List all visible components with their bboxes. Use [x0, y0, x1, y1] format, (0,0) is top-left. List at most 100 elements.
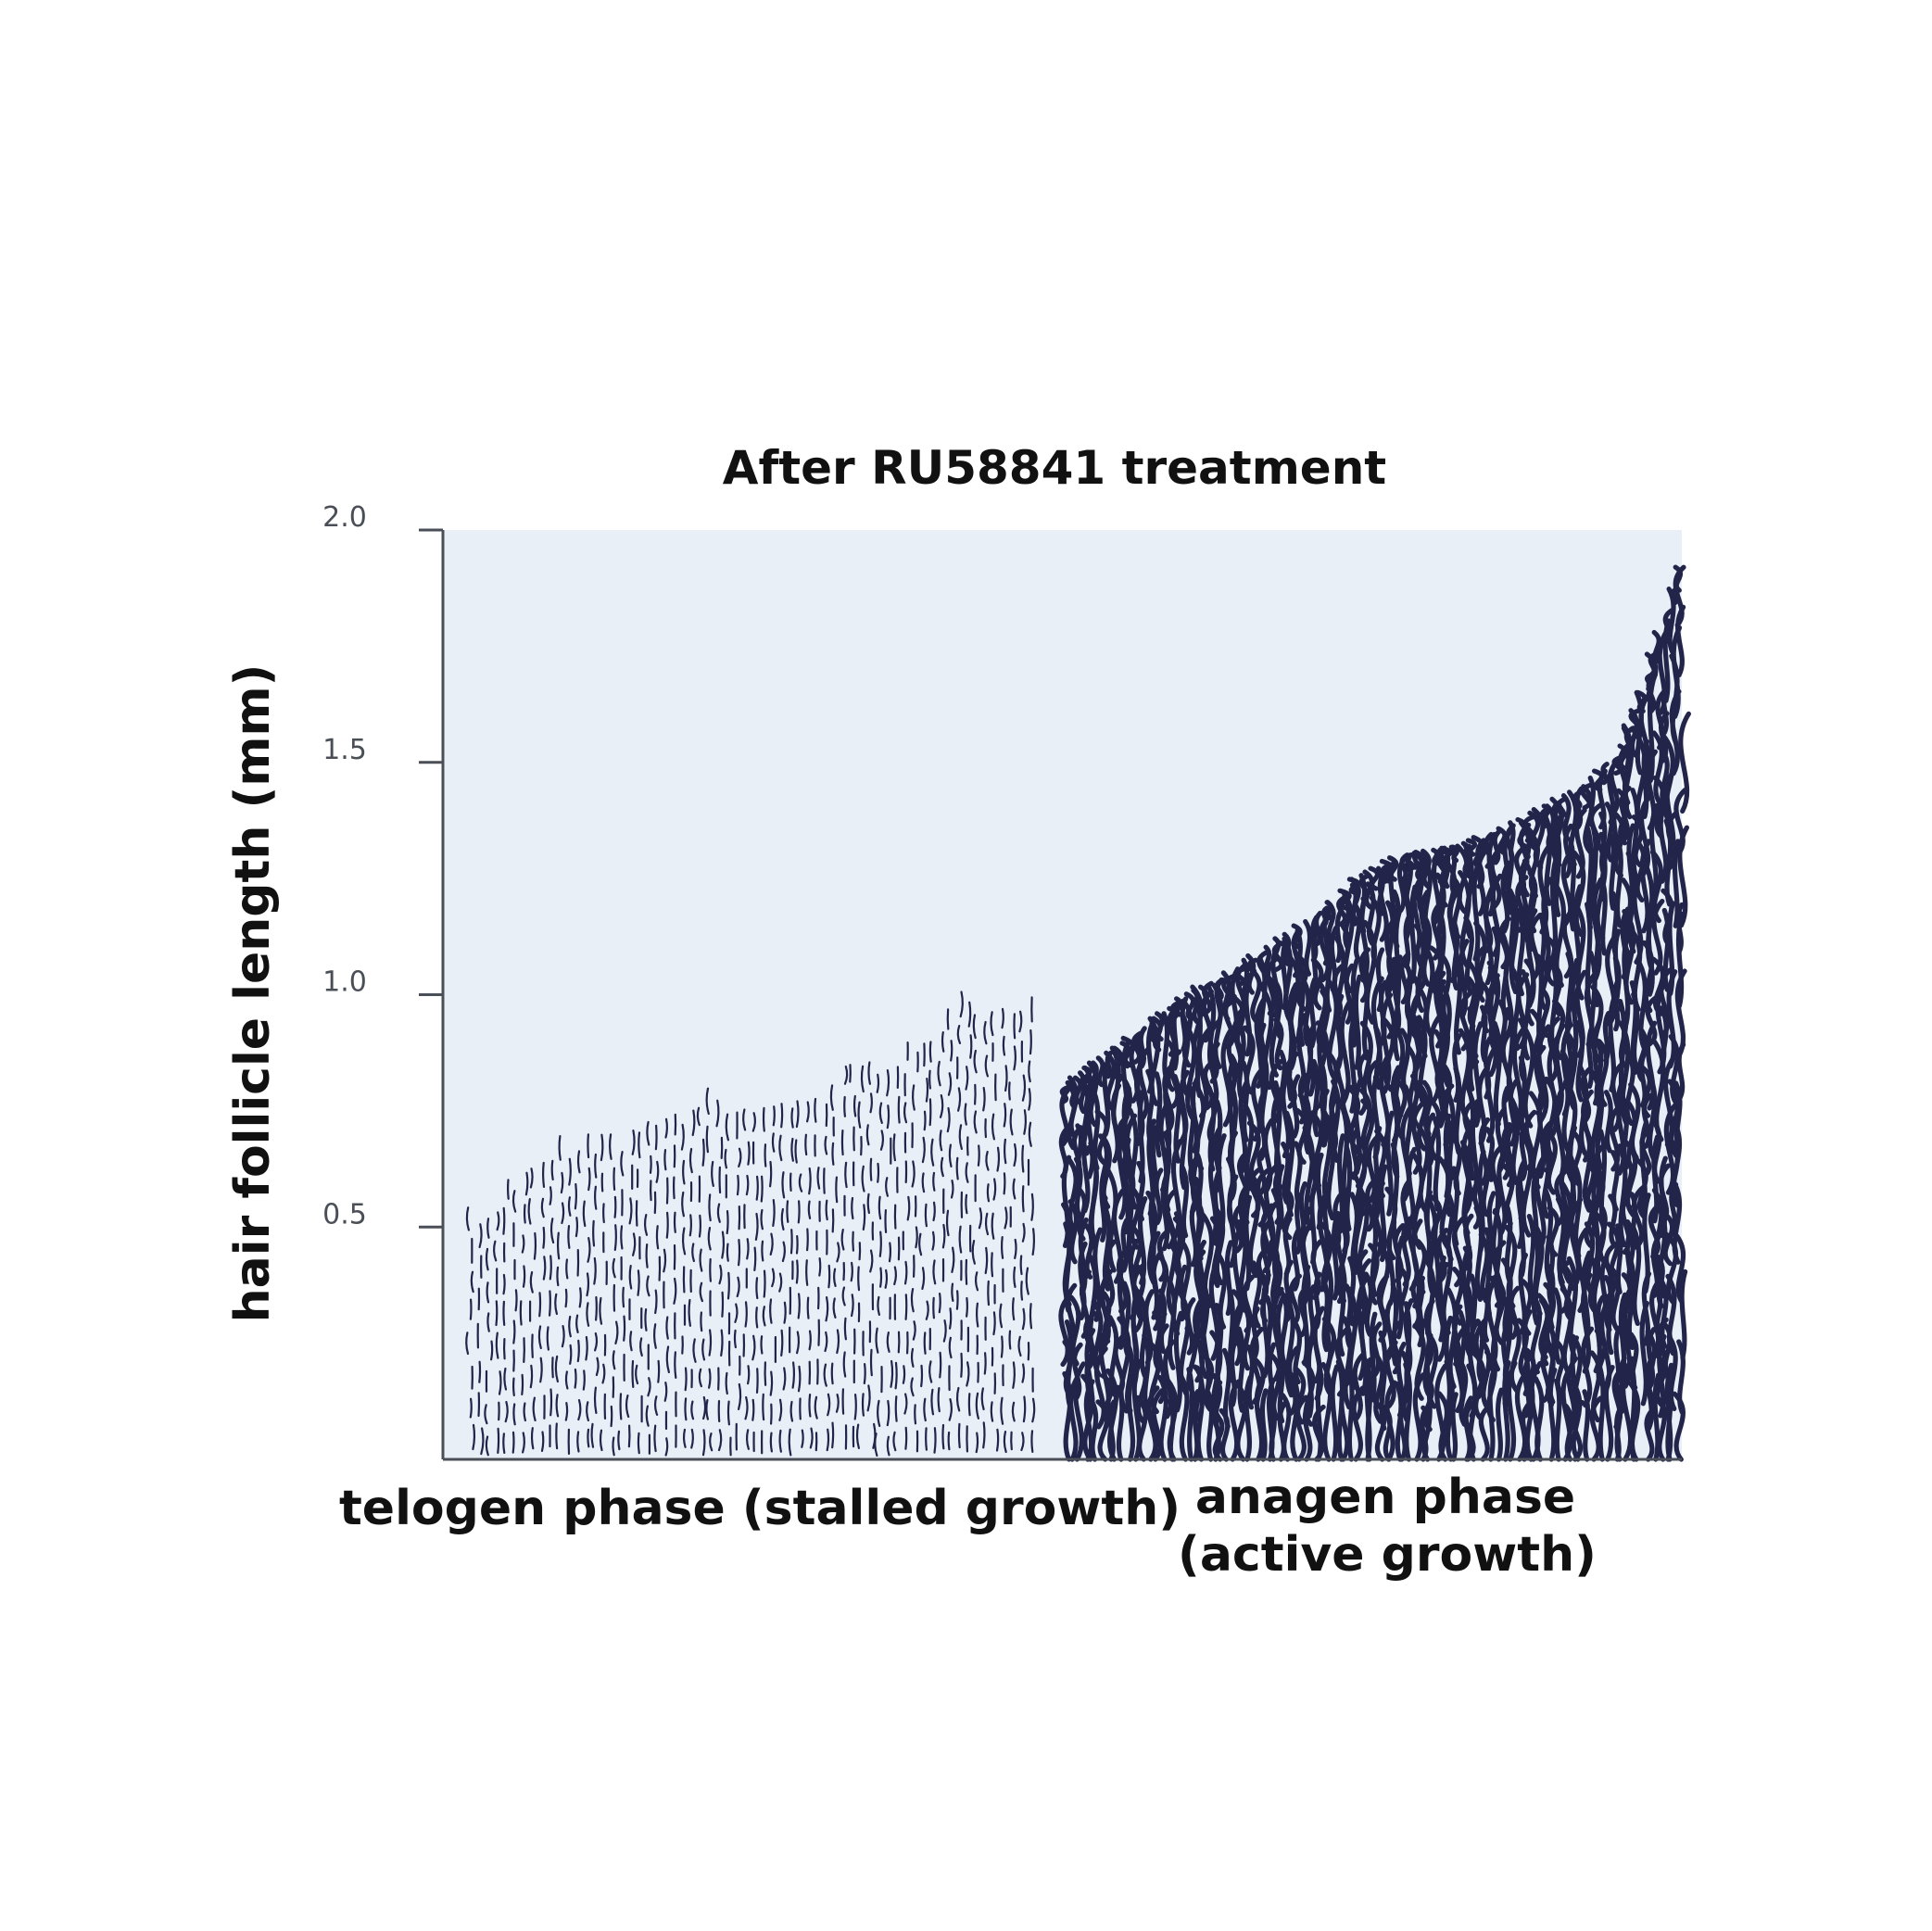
- anagen-hair-strand: [1486, 1191, 1496, 1266]
- anagen-hair-strand: [1631, 930, 1643, 1012]
- telogen-hair-stroke: [1028, 1121, 1032, 1147]
- anagen-hair-strand: [1606, 1221, 1621, 1288]
- anagen-hair-strand: [1472, 1021, 1484, 1128]
- telogen-hair-stroke: [925, 1427, 928, 1451]
- anagen-hair-strand: [1639, 839, 1652, 934]
- telogen-hair-stroke: [902, 1365, 906, 1384]
- anagen-hair-strand: [1639, 1301, 1649, 1407]
- telogen-hair-stroke: [851, 1294, 854, 1318]
- telogen-hair-stroke: [664, 1117, 669, 1139]
- telogen-hair-stroke: [829, 1084, 834, 1111]
- anagen-hair-strand: [1165, 1378, 1179, 1462]
- anagen-hair-strand: [1631, 1224, 1642, 1326]
- telogen-hair-stroke: [540, 1431, 545, 1452]
- telogen-hair-stroke: [841, 1286, 846, 1306]
- anagen-hair-strand: [1407, 969, 1421, 1041]
- telogen-hair-stroke: [982, 1087, 986, 1112]
- telogen-hair-stroke: [928, 1360, 933, 1383]
- anagen-hair-strand: [1652, 1372, 1661, 1462]
- anagen-hair-strand: [1490, 1143, 1505, 1216]
- anagen-hair-strand: [1078, 1217, 1089, 1297]
- anagen-hair-strand: [1588, 802, 1603, 855]
- telogen-hair-stroke: [948, 1143, 953, 1167]
- telogen-hair-stroke: [945, 1209, 950, 1237]
- telogen-hair-stroke: [546, 1326, 549, 1351]
- anagen-hair-strand: [1294, 1366, 1307, 1425]
- anagen-hair-strand: [1651, 730, 1664, 806]
- telogen-hair-stroke: [495, 1300, 499, 1327]
- anagen-hair-strand: [1223, 993, 1237, 1050]
- telogen-hair-stroke: [874, 1432, 878, 1457]
- telogen-hair-stroke: [840, 1130, 844, 1156]
- anagen-hair-strand: [1183, 991, 1196, 1022]
- telogen-hair-stroke: [1019, 1255, 1023, 1276]
- telogen-hair-stroke: [984, 1054, 989, 1078]
- telogen-hair-stroke: [1013, 1266, 1017, 1288]
- y-tick-label: 0.5: [322, 1198, 367, 1231]
- anagen-hair-strand: [1544, 934, 1558, 987]
- telogen-hair-stroke: [708, 1193, 712, 1222]
- anagen-hair-strand: [1628, 1082, 1641, 1160]
- anagen-hair-strand: [1150, 1125, 1159, 1196]
- telogen-hair-stroke: [682, 1428, 687, 1448]
- anagen-hair-strand: [1081, 1065, 1092, 1084]
- telogen-hair-stroke: [542, 1256, 547, 1281]
- anagen-hair-strand: [1315, 1152, 1324, 1231]
- telogen-hair-stroke: [836, 1329, 840, 1355]
- telogen-hair-stroke: [950, 1040, 953, 1062]
- telogen-hair-stroke: [681, 1335, 684, 1355]
- y-tick-label: 1.5: [322, 734, 367, 766]
- anagen-hair-strand: [1112, 1045, 1124, 1083]
- telogen-hair-stroke: [769, 1370, 774, 1396]
- telogen-hair-stroke: [769, 1160, 773, 1188]
- anagen-hair-strand: [1400, 1179, 1411, 1244]
- telogen-hair-stroke: [688, 1214, 692, 1237]
- anagen-hair-strand: [1527, 829, 1541, 899]
- telogen-hair-stroke: [1022, 1395, 1027, 1423]
- anagen-hair-strand: [1173, 1310, 1183, 1413]
- telogen-hair-stroke: [586, 1302, 590, 1327]
- telogen-hair-stroke: [502, 1300, 506, 1326]
- anagen-hair-strand: [1282, 931, 1292, 966]
- telogen-hair-stroke: [796, 1331, 801, 1355]
- telogen-hair-stroke: [692, 1338, 697, 1363]
- telogen-hair-stroke: [990, 1401, 994, 1422]
- anagen-hair-strand: [1353, 1077, 1363, 1176]
- y-tick-label: 1.0: [322, 966, 367, 999]
- telogen-hair-stroke: [755, 1368, 759, 1394]
- telogen-hair-stroke: [623, 1315, 626, 1342]
- anagen-hair-strand: [1515, 908, 1526, 997]
- anagen-hair-strand: [1667, 901, 1675, 996]
- telogen-hair-stroke: [1020, 1432, 1025, 1452]
- anagen-hair-strand: [1613, 1325, 1622, 1387]
- anagen-hair-strand: [1179, 1238, 1192, 1322]
- telogen-hair-stroke: [523, 1402, 526, 1422]
- telogen-hair-stroke: [698, 1368, 702, 1388]
- telogen-hair-stroke: [955, 1290, 959, 1310]
- anagen-hair-strand: [1099, 1133, 1112, 1209]
- anagen-hair-strand: [1458, 1309, 1467, 1389]
- anagen-hair-strand: [1547, 1205, 1560, 1257]
- anagen-hair-strand: [1369, 895, 1382, 969]
- telogen-hair-stroke: [637, 1432, 640, 1455]
- telogen-hair-stroke: [795, 1259, 799, 1284]
- telogen-hair-stroke: [823, 1363, 827, 1387]
- telogen-hair-stroke: [897, 1095, 901, 1124]
- anagen-hair-strand: [1450, 844, 1460, 864]
- anagen-hair-strand: [1554, 1081, 1568, 1185]
- anagen-hair-strand: [1321, 1317, 1337, 1393]
- telogen-hair-stroke: [879, 1130, 885, 1151]
- anagen-hair-strand: [1245, 953, 1256, 995]
- telogen-hair-stroke: [948, 1336, 953, 1359]
- telogen-hair-stroke: [684, 1367, 688, 1392]
- anagen-hair-strand: [1368, 1243, 1380, 1306]
- anagen-hair-strand: [1553, 1338, 1566, 1396]
- telogen-hair-stroke: [972, 1014, 977, 1040]
- telogen-hair-stroke: [744, 1301, 748, 1328]
- telogen-hair-stroke: [932, 1296, 935, 1319]
- anagen-hair-strand: [1095, 1055, 1105, 1088]
- telogen-hair-stroke: [465, 1332, 470, 1356]
- anagen-hair-strand: [1411, 1014, 1422, 1098]
- telogen-hair-stroke: [631, 1130, 636, 1155]
- anagen-hair-strand: [1289, 1273, 1302, 1328]
